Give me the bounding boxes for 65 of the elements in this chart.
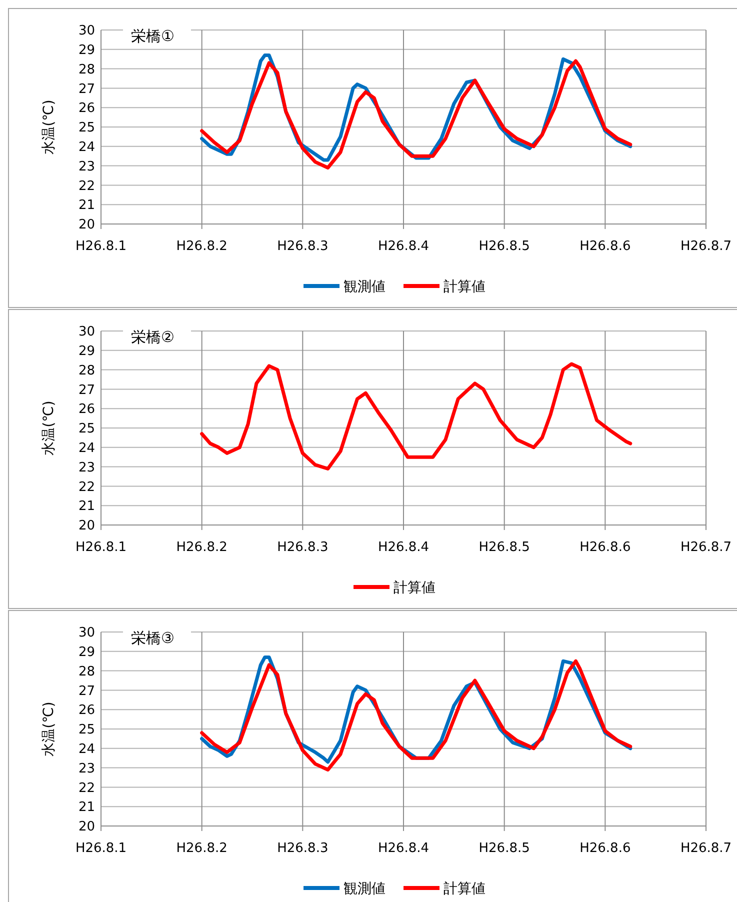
y-axis-title: 水温(℃)	[41, 702, 57, 756]
y-tick-label: 25	[78, 722, 95, 738]
y-tick-label: 28	[78, 363, 95, 378]
y-tick-label: 27	[78, 382, 95, 398]
y-tick-label: 21	[78, 800, 95, 816]
x-tick-label: H26.8.6	[580, 540, 631, 555]
y-tick-label: 30	[78, 324, 95, 340]
x-tick-label: H26.8.6	[580, 239, 631, 254]
y-tick-label: 27	[78, 82, 95, 97]
x-tick-label: H26.8.1	[75, 239, 127, 254]
y-tick-label: 26	[78, 101, 95, 116]
y-tick-label: 22	[78, 780, 95, 796]
x-tick-label: H26.8.7	[680, 540, 732, 555]
y-tick-label: 24	[78, 440, 95, 456]
y-tick-label: 26	[78, 402, 95, 418]
annotation: 栄橋②	[131, 328, 174, 346]
x-tick-label: H26.8.2	[176, 841, 228, 856]
x-tick-label: H26.8.6	[580, 841, 631, 856]
y-tick-label: 22	[78, 178, 95, 194]
legend-label: 観測値	[344, 880, 386, 897]
x-tick-label: H26.8.1	[75, 540, 127, 555]
y-tick-label: 28	[78, 664, 95, 680]
y-tick-label: 25	[78, 120, 95, 136]
annotation: 栄橋①	[131, 27, 174, 45]
x-tick-label: H26.8.3	[277, 239, 328, 254]
legend-label: 観測値	[344, 278, 386, 295]
x-tick-label: H26.8.4	[378, 841, 430, 856]
y-tick-label: 24	[78, 742, 95, 757]
y-tick-label: 21	[78, 499, 95, 514]
y-tick-label: 26	[78, 703, 95, 718]
y-tick-label: 23	[78, 159, 95, 174]
y-tick-label: 30	[78, 24, 95, 39]
y-tick-label: 28	[78, 62, 95, 78]
y-tick-label: 20	[78, 820, 95, 835]
y-tick-label: 20	[78, 518, 95, 534]
y-axis-title: 水温(℃)	[41, 400, 57, 456]
x-tick-label: H26.8.2	[176, 540, 228, 555]
annotation: 栄橋③	[131, 629, 174, 647]
y-tick-label: 29	[78, 644, 95, 660]
y-tick-label: 23	[78, 761, 95, 776]
y-tick-label: 29	[78, 42, 95, 58]
y-tick-label: 20	[78, 218, 95, 233]
x-tick-label: H26.8.5	[478, 540, 530, 555]
y-tick-label: 23	[78, 460, 95, 476]
x-tick-label: H26.8.4	[378, 540, 430, 555]
x-tick-label: H26.8.3	[277, 841, 328, 856]
y-tick-label: 29	[78, 344, 95, 359]
legend-label: 計算値	[394, 580, 436, 596]
x-tick-label: H26.8.7	[680, 239, 732, 254]
x-tick-label: H26.8.5	[478, 239, 530, 254]
y-tick-label: 25	[78, 422, 95, 437]
legend-label: 計算値	[444, 278, 486, 295]
x-tick-label: H26.8.7	[680, 841, 732, 856]
y-tick-label: 24	[78, 140, 95, 155]
y-tick-label: 21	[78, 198, 95, 214]
x-tick-label: H26.8.3	[277, 540, 328, 555]
x-tick-label: H26.8.5	[478, 841, 530, 856]
y-axis-title: 水温(℃)	[41, 100, 57, 154]
x-tick-label: H26.8.4	[378, 239, 430, 254]
x-tick-label: H26.8.1	[75, 841, 127, 856]
x-tick-label: H26.8.2	[176, 239, 228, 254]
y-tick-label: 27	[78, 684, 95, 699]
y-tick-label: 30	[78, 626, 95, 641]
y-tick-label: 22	[78, 480, 95, 495]
legend-label: 計算値	[444, 880, 486, 897]
